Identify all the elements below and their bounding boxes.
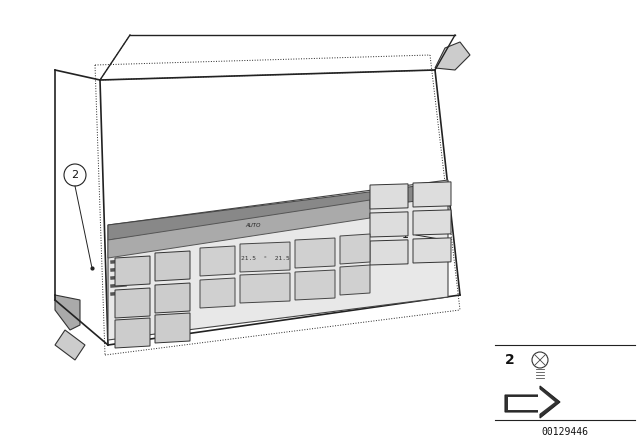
Polygon shape <box>155 251 190 281</box>
Text: 1: 1 <box>401 230 408 240</box>
Polygon shape <box>200 278 235 308</box>
Polygon shape <box>108 182 448 240</box>
Polygon shape <box>413 182 451 207</box>
Polygon shape <box>295 270 335 300</box>
Polygon shape <box>435 42 470 70</box>
Polygon shape <box>155 283 190 313</box>
Polygon shape <box>340 265 370 295</box>
Polygon shape <box>413 210 451 235</box>
Polygon shape <box>370 212 408 237</box>
Polygon shape <box>55 295 80 330</box>
Polygon shape <box>200 246 235 276</box>
Text: AUTO: AUTO <box>245 223 260 228</box>
Polygon shape <box>115 318 150 348</box>
Polygon shape <box>370 184 408 209</box>
Polygon shape <box>55 330 85 360</box>
Text: 2: 2 <box>505 353 515 367</box>
Polygon shape <box>240 242 290 272</box>
Text: 00129446: 00129446 <box>541 427 589 437</box>
Polygon shape <box>240 273 290 303</box>
Polygon shape <box>340 234 370 264</box>
Text: 21.5  °  21.5: 21.5 ° 21.5 <box>241 255 289 260</box>
Polygon shape <box>155 313 190 343</box>
Polygon shape <box>508 388 555 415</box>
Polygon shape <box>108 180 448 340</box>
Polygon shape <box>295 238 335 268</box>
Polygon shape <box>115 256 150 286</box>
Text: 2: 2 <box>72 170 79 180</box>
Polygon shape <box>505 386 560 418</box>
Polygon shape <box>370 240 408 265</box>
Polygon shape <box>115 288 150 318</box>
Polygon shape <box>108 200 370 258</box>
Polygon shape <box>413 238 451 263</box>
